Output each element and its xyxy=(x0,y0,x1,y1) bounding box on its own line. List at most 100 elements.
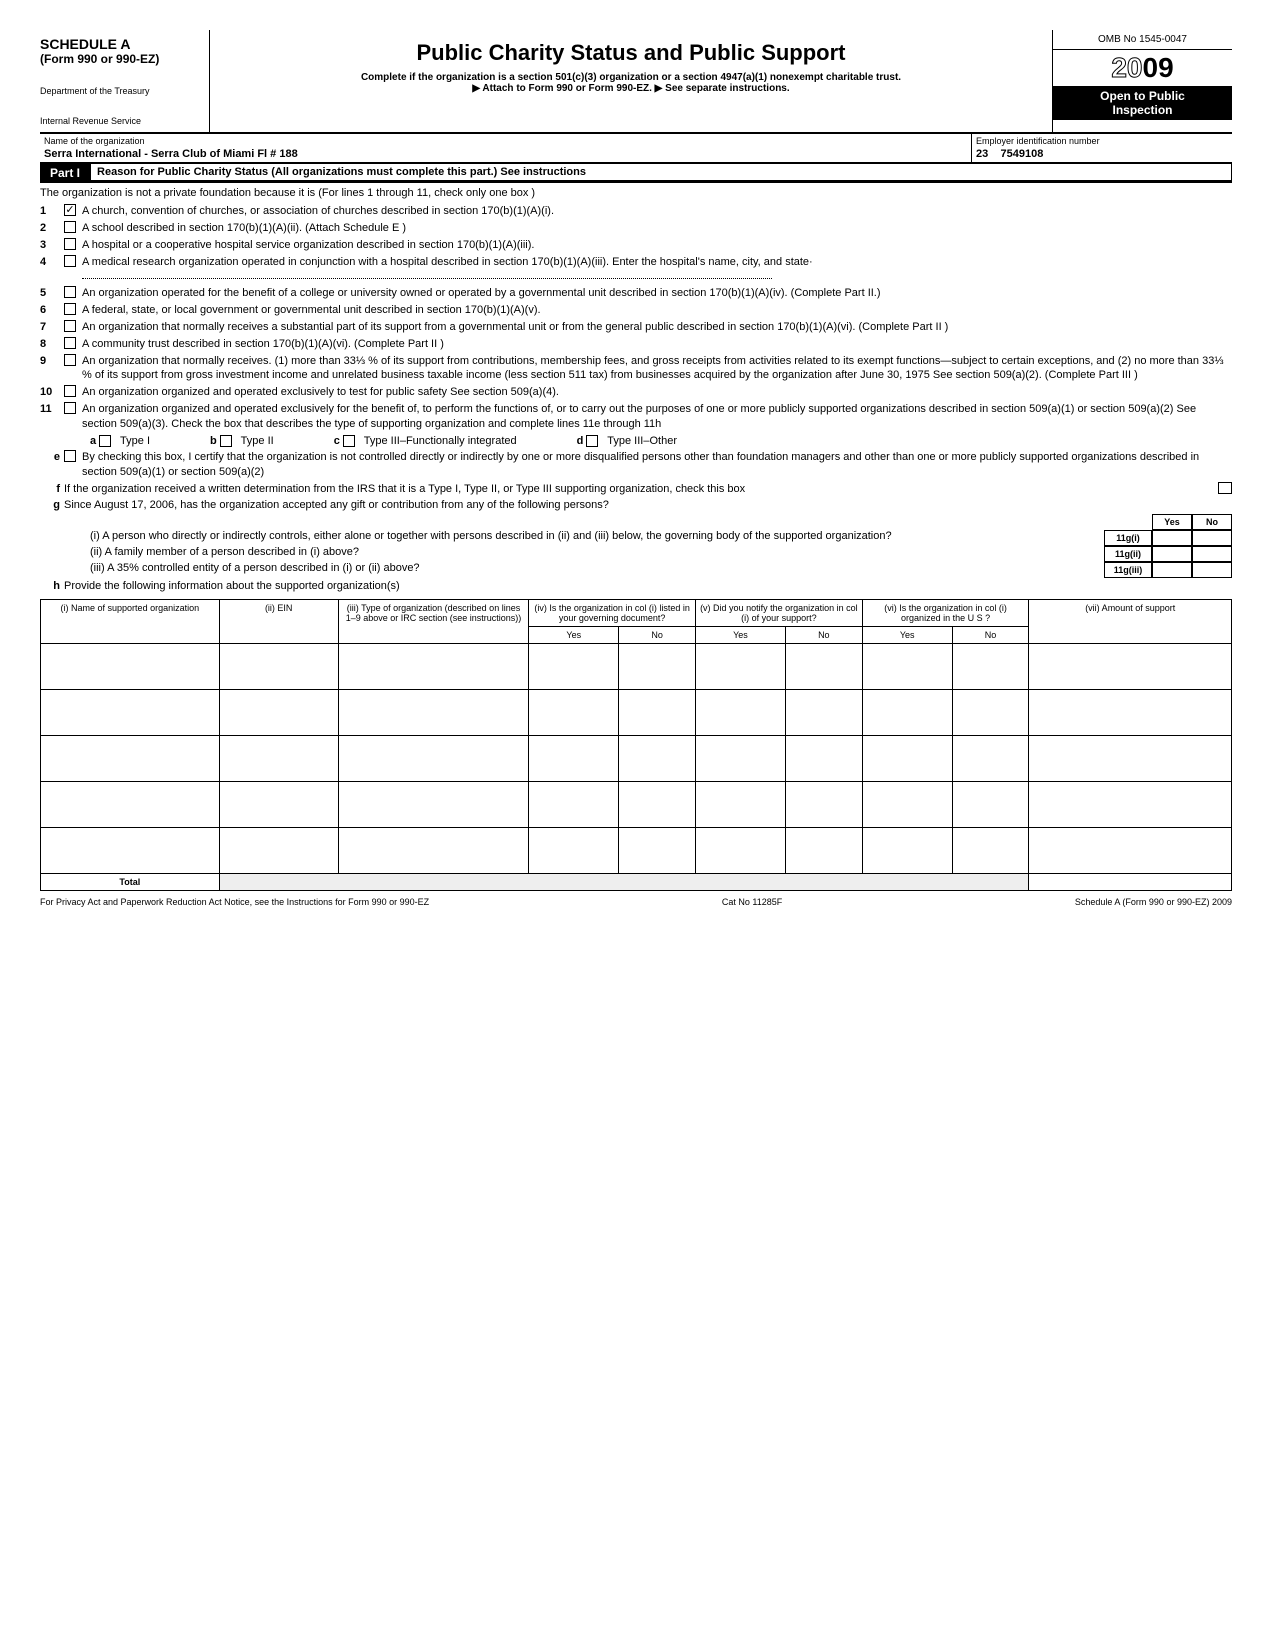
yes-11g-i[interactable] xyxy=(1152,530,1192,546)
table-row xyxy=(41,736,1232,782)
checkbox-6[interactable] xyxy=(64,303,76,315)
num-9: 9 xyxy=(40,354,64,384)
th-listed: (iv) Is the organization in col (i) list… xyxy=(529,600,696,627)
num-11g: g xyxy=(40,498,64,513)
ref-11g-iii: 11g(iii) xyxy=(1104,562,1152,578)
line-11g-i: (i) A person who directly or indirectly … xyxy=(90,530,1232,546)
num-8: 8 xyxy=(40,337,64,352)
type-b: b Type II xyxy=(210,435,274,447)
yn-yes-header: Yes xyxy=(1152,514,1192,530)
line-11g: g Since August 17, 2006, has the organiz… xyxy=(40,497,1232,514)
line-10: 10 An organization organized and operate… xyxy=(40,384,1232,401)
type-d: d Type III–Other xyxy=(577,435,677,447)
type-options: a Type I b Type II c Type III–Functional… xyxy=(40,433,1232,449)
line-5: 5 An organization operated for the benef… xyxy=(40,285,1232,302)
page-footer: For Privacy Act and Paperwork Reduction … xyxy=(40,891,1232,907)
form-subtitle-1: Complete if the organization is a sectio… xyxy=(218,72,1044,83)
dept-treasury: Department of the Treasury xyxy=(40,86,197,96)
text-11h: Provide the following information about … xyxy=(64,579,1232,594)
line-11: 11 An organization organized and operate… xyxy=(40,401,1232,433)
checkbox-10[interactable] xyxy=(64,385,76,397)
table-row xyxy=(41,828,1232,874)
table-row xyxy=(41,782,1232,828)
text-4: A medical research organization operated… xyxy=(82,255,1232,285)
th-notify: (v) Did you notify the organization in c… xyxy=(696,600,863,627)
tax-year: 2009 xyxy=(1053,50,1232,86)
header-right: OMB No 1545-0047 2009 Open to Public Ins… xyxy=(1052,30,1232,132)
checkbox-1[interactable]: ✓ xyxy=(64,204,76,216)
no-11g-ii[interactable] xyxy=(1192,546,1232,562)
line-1: 1 ✓ A church, convention of churches, or… xyxy=(40,203,1232,220)
form-subtitle-2: ▶ Attach to Form 990 or Form 990-EZ. ▶ S… xyxy=(218,83,1044,94)
line-11h: h Provide the following information abou… xyxy=(40,578,1232,595)
text-11g: Since August 17, 2006, has the organizat… xyxy=(64,498,1232,513)
part1-bar: Part I Reason for Public Charity Status … xyxy=(40,163,1232,183)
checkbox-type-c[interactable] xyxy=(343,435,355,447)
checkbox-9[interactable] xyxy=(64,354,76,366)
th-us: (vi) Is the organization in col (i) orga… xyxy=(862,600,1029,627)
header-left: SCHEDULE A (Form 990 or 990-EZ) Departme… xyxy=(40,30,210,132)
yn-header: Yes No xyxy=(40,514,1232,530)
num-11h: h xyxy=(40,579,64,594)
omb-number: OMB No 1545-0047 xyxy=(1053,30,1232,50)
year-outline: 20 xyxy=(1111,52,1142,83)
line-11g-ii: (ii) A family member of a person describ… xyxy=(90,546,1232,562)
checkbox-type-b[interactable] xyxy=(220,435,232,447)
ein-value: 23 7549108 xyxy=(976,146,1228,160)
part1-title: Reason for Public Charity Status (All or… xyxy=(91,164,1231,180)
checkbox-type-a[interactable] xyxy=(99,435,111,447)
th-iv-no: No xyxy=(619,627,696,644)
num-1: 1 xyxy=(40,204,64,219)
open-to-public: Open to Public Inspection xyxy=(1053,86,1232,120)
text-9: An organization that normally receives. … xyxy=(82,354,1232,384)
no-11g-i[interactable] xyxy=(1192,530,1232,546)
ein-prefix: 23 xyxy=(976,148,988,160)
num-11e: e xyxy=(40,450,64,480)
line-2: 2 A school described in section 170(b)(1… xyxy=(40,220,1232,237)
checkbox-5[interactable] xyxy=(64,286,76,298)
checkbox-11f[interactable] xyxy=(1218,482,1232,494)
text-11g-i: (i) A person who directly or indirectly … xyxy=(90,530,1104,542)
yes-11g-ii[interactable] xyxy=(1152,546,1192,562)
yes-11g-iii[interactable] xyxy=(1152,562,1192,578)
num-11f: f xyxy=(40,482,64,497)
footer-mid: Cat No 11285F xyxy=(722,897,782,907)
line-7: 7 An organization that normally receives… xyxy=(40,319,1232,336)
num-6: 6 xyxy=(40,303,64,318)
org-name: Serra International - Serra Club of Miam… xyxy=(44,146,967,160)
text-11e: By checking this box, I certify that the… xyxy=(82,450,1232,480)
text-11g-iii: (iii) A 35% controlled entity of a perso… xyxy=(90,562,1104,574)
total-amount xyxy=(1029,874,1232,891)
checkbox-2[interactable] xyxy=(64,221,76,233)
text-11g-ii: (ii) A family member of a person describ… xyxy=(90,546,1104,558)
open-line-1: Open to Public xyxy=(1056,89,1229,103)
line-8: 8 A community trust described in section… xyxy=(40,336,1232,353)
part1-label: Part I xyxy=(40,163,90,183)
footer-right: Schedule A (Form 990 or 990-EZ) 2009 xyxy=(1075,897,1232,907)
checkbox-7[interactable] xyxy=(64,320,76,332)
form-title: Public Charity Status and Public Support xyxy=(218,40,1044,66)
checkbox-3[interactable] xyxy=(64,238,76,250)
th-name: (i) Name of supported organization xyxy=(41,600,220,644)
year-bold: 09 xyxy=(1143,52,1174,83)
org-name-cell: Name of the organization Serra Internati… xyxy=(40,134,972,162)
line-11f: f If the organization received a written… xyxy=(40,481,1232,498)
line-9: 9 An organization that normally receives… xyxy=(40,353,1232,385)
ein-number: 7549108 xyxy=(1000,148,1043,160)
hospital-blank[interactable] xyxy=(82,278,772,279)
org-row: Name of the organization Serra Internati… xyxy=(40,134,1232,163)
checkbox-4[interactable] xyxy=(64,255,76,267)
checkbox-8[interactable] xyxy=(64,337,76,349)
checkbox-type-d[interactable] xyxy=(586,435,598,447)
table-row xyxy=(41,644,1232,690)
th-ein: (ii) EIN xyxy=(219,600,338,644)
checkbox-11e[interactable] xyxy=(64,450,76,462)
th-v-no: No xyxy=(785,627,862,644)
org-name-label: Name of the organization xyxy=(44,136,967,146)
text-10: An organization organized and operated e… xyxy=(82,385,1232,400)
no-11g-iii[interactable] xyxy=(1192,562,1232,578)
th-type: (iii) Type of organization (described on… xyxy=(338,600,529,644)
dept-irs: Internal Revenue Service xyxy=(40,116,197,126)
text-2: A school described in section 170(b)(1)(… xyxy=(82,221,1232,236)
checkbox-11[interactable] xyxy=(64,402,76,414)
